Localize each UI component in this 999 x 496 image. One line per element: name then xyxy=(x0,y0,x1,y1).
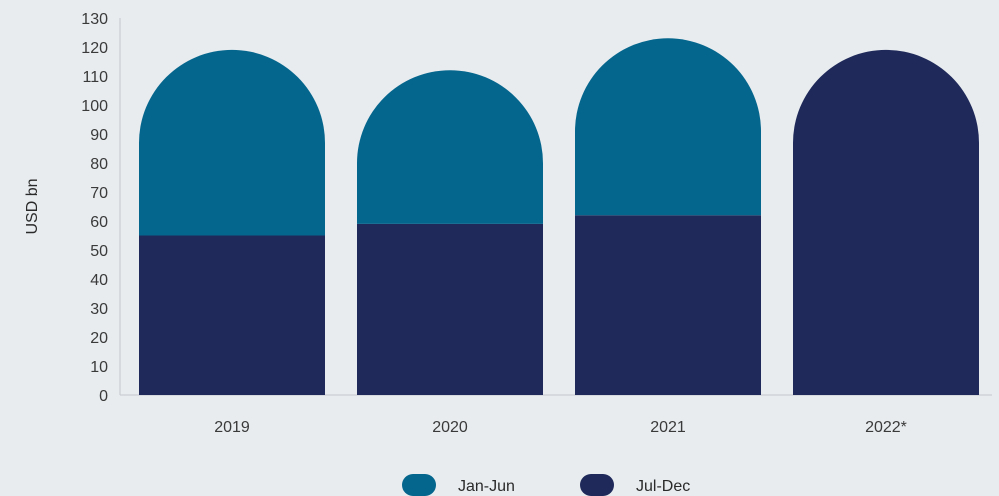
legend: Jan-Jun Jul-Dec xyxy=(402,474,690,496)
y-tick-label: 30 xyxy=(90,301,108,318)
y-tick-label: 10 xyxy=(90,359,108,376)
x-tick-label: 2020 xyxy=(432,419,468,436)
y-tick-label: 20 xyxy=(90,330,108,347)
legend-item: Jan-Jun xyxy=(402,474,515,496)
legend-item: Jul-Dec xyxy=(580,474,690,496)
y-tick-label: 40 xyxy=(90,272,108,289)
y-tick-label: 90 xyxy=(90,127,108,144)
x-tick-label: 2019 xyxy=(214,419,250,436)
y-tick-label: 80 xyxy=(90,156,108,173)
bars xyxy=(139,38,979,396)
y-tick-label: 70 xyxy=(90,185,108,202)
x-axis-labels: 2019 2020 2021 2022* xyxy=(214,419,907,436)
y-tick-label: 120 xyxy=(81,40,108,57)
bar-jul-dec-2022 xyxy=(793,49,979,396)
legend-label: Jan-Jun xyxy=(458,478,515,495)
bar-jan-jun-2021 xyxy=(575,38,761,216)
bar-jul-dec-2021 xyxy=(575,215,761,395)
y-tick-label: 50 xyxy=(90,243,108,260)
bar-jul-dec-2020 xyxy=(357,223,543,395)
y-tick-label: 60 xyxy=(90,214,108,231)
legend-label: Jul-Dec xyxy=(636,478,690,495)
y-tick-label: 0 xyxy=(99,388,108,405)
y-tick-label: 130 xyxy=(81,11,108,28)
y-axis-title: USD bn xyxy=(24,178,41,234)
x-tick-label: 2022* xyxy=(865,419,907,436)
bar-jul-dec-2019 xyxy=(139,235,325,395)
legend-swatch xyxy=(580,474,614,496)
legend-swatch xyxy=(402,474,436,496)
y-axis-ticks: 0 10 20 30 40 50 60 70 80 90 100 110 120 130 xyxy=(81,11,108,405)
y-tick-label: 100 xyxy=(81,98,108,115)
bar-jan-jun-2020 xyxy=(357,70,543,224)
x-tick-label: 2021 xyxy=(650,419,686,436)
y-tick-label: 110 xyxy=(82,69,108,86)
bar-jan-jun-2019 xyxy=(139,49,325,236)
